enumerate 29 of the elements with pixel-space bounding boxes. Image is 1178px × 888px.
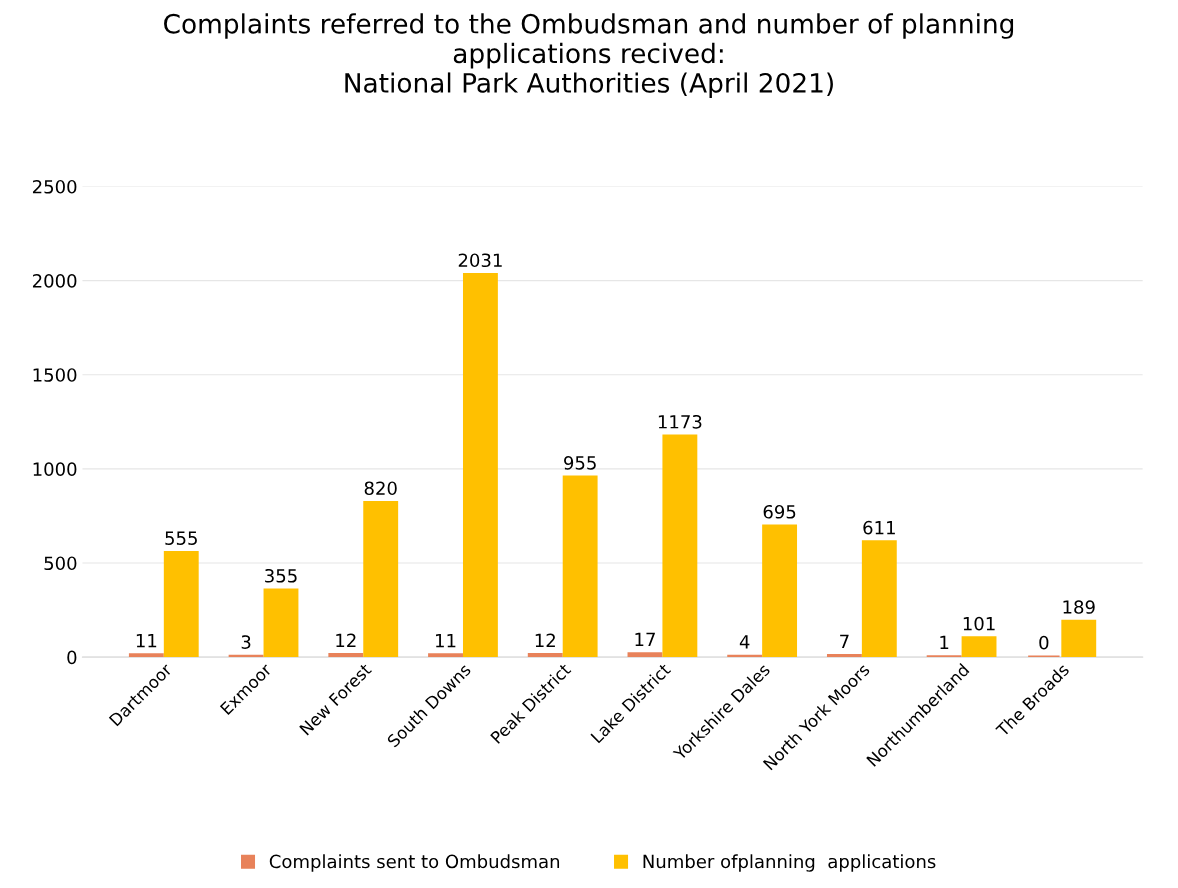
data-label: 820 bbox=[364, 481, 397, 496]
data-label: 695 bbox=[763, 504, 796, 519]
data-label: 355 bbox=[265, 568, 297, 583]
y-tick-label: 1500 bbox=[33, 368, 77, 382]
data-label: 2031 bbox=[458, 253, 502, 268]
data-label: 101 bbox=[963, 616, 995, 631]
y-tick-label: 2000 bbox=[32, 274, 77, 288]
data-label: 11 bbox=[436, 633, 456, 648]
legend-label: Complaints sent to Ombudsman bbox=[269, 854, 560, 872]
data-label: 4 bbox=[739, 635, 750, 649]
data-label: 555 bbox=[165, 531, 197, 545]
data-label: 1173 bbox=[658, 414, 702, 429]
data-label: 611 bbox=[863, 520, 895, 535]
data-label: 955 bbox=[564, 456, 596, 470]
data-label: 12 bbox=[535, 633, 555, 647]
data-label: 0 bbox=[1039, 635, 1049, 650]
y-tick-label: 0 bbox=[67, 650, 77, 665]
data-label: 7 bbox=[840, 634, 849, 648]
chart-title: Complaints referred to the Ombudsman and number of planning applications recived: National Park Authorities (April 2021) bbox=[164, 13, 1014, 98]
legend-label: Number ofplanning applications bbox=[643, 854, 936, 872]
data-label: 17 bbox=[635, 632, 655, 646]
y-tick-label: 2500 bbox=[32, 179, 77, 194]
data-label: 3 bbox=[241, 635, 251, 649]
data-label: 11 bbox=[136, 633, 157, 648]
y-tick-label: 500 bbox=[44, 556, 77, 571]
data-label: 12 bbox=[336, 633, 356, 647]
y-tick-label: 1000 bbox=[33, 462, 77, 476]
data-label: 1 bbox=[940, 635, 949, 650]
data-label: 189 bbox=[1063, 600, 1095, 614]
